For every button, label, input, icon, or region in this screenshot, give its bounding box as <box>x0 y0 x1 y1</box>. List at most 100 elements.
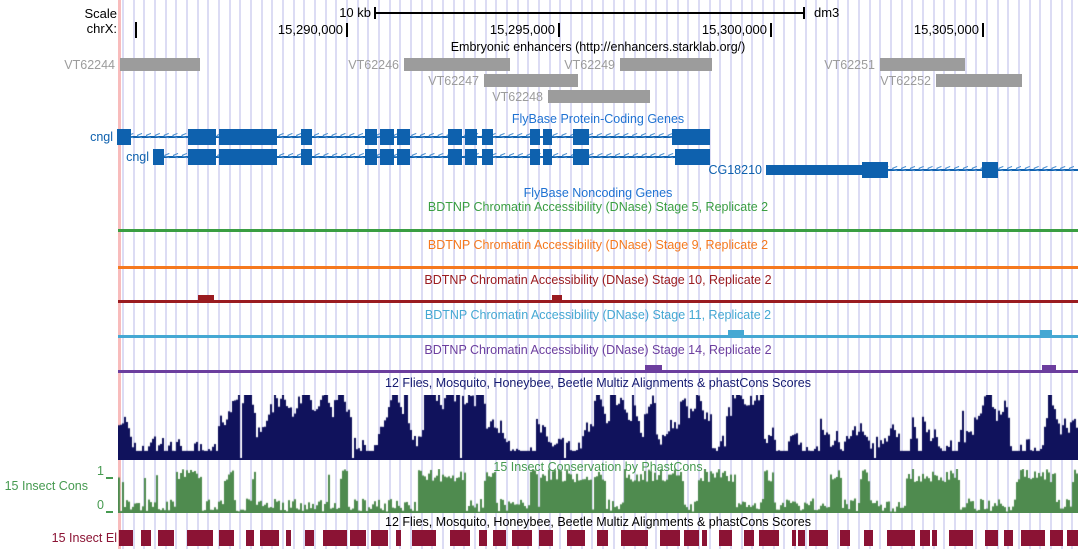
gridline <box>985 0 988 549</box>
strand-arrows: <<<<<<<<<<<<<<<<<<<<<<<<<<<<<<<<<<<<<<<<… <box>155 151 708 162</box>
insect-element <box>285 530 292 546</box>
gridline <box>601 0 604 549</box>
gene-exon <box>530 129 540 145</box>
bdtnp-peak <box>728 330 744 336</box>
gene-exon <box>675 149 710 165</box>
insect-element <box>1004 530 1014 546</box>
strand-arrows: <<<<<<<<<<<<<<<<<<<<<<<<<<<<<<<<<<<< <box>768 164 1076 175</box>
enhancer-VT62246[interactable] <box>404 58 510 71</box>
conservation-axis-max: 1 <box>97 464 104 478</box>
enhancer-label: VT62248 <box>492 90 543 104</box>
insect-element <box>158 530 174 546</box>
coordinate-tick <box>982 23 984 37</box>
gridline <box>793 0 796 549</box>
gene-exon <box>482 149 493 165</box>
insect-element <box>864 530 873 546</box>
gridline <box>591 0 594 549</box>
enhancers-track-title: Embryonic enhancers (http://enhancers.st… <box>450 40 746 54</box>
gene-exon <box>448 149 462 165</box>
insect-element <box>948 530 974 546</box>
conservation-wiggle-plot[interactable] <box>118 469 1078 513</box>
insect-element <box>305 530 314 546</box>
gridline <box>281 0 284 549</box>
gene-exon <box>482 129 493 145</box>
enhancer-label: VT62252 <box>880 74 931 88</box>
coordinate-label: 15,300,000 <box>701 22 767 37</box>
gene-model-cngl-iso2[interactable]: <<<<<<<<<<<<<<<<<<<<<<<<<<<<<<<<<<<<<<<<… <box>153 149 710 165</box>
gridline <box>463 0 466 549</box>
gridline <box>356 0 359 549</box>
gridline <box>495 0 498 549</box>
scalebar-right-tick <box>803 7 805 19</box>
gene-exon <box>543 149 552 165</box>
gridline <box>857 0 860 549</box>
bdtnp-stage-baseline-1[interactable] <box>118 266 1078 269</box>
gridline <box>559 0 562 549</box>
insect-element <box>886 530 915 546</box>
multiz-track-title: 12 Flies, Mosquito, Honeybee, Beetle Mul… <box>385 376 811 390</box>
gene-exon <box>573 129 589 145</box>
strand-arrows: <<<<<<<<<<<<<<<<<<<<<<<<<<<<<<<<<<<<<<<<… <box>119 131 708 142</box>
enhancer-VT62251[interactable] <box>880 58 965 71</box>
gridline <box>804 0 807 549</box>
insect-elements-left-label: 15 Insect El <box>51 531 117 545</box>
enhancer-VT62247[interactable] <box>484 74 578 87</box>
gridline <box>740 0 743 549</box>
insect-element <box>701 530 708 546</box>
coordinate-tick <box>558 23 560 37</box>
gridline <box>1060 0 1063 549</box>
gridline <box>569 0 572 549</box>
bdtnp-stage-baseline-4[interactable] <box>118 370 1078 373</box>
gridline <box>335 0 338 549</box>
gene-exon <box>543 129 552 145</box>
gridline <box>420 0 423 549</box>
bdtnp-stage-baseline-2[interactable] <box>118 300 1078 303</box>
enhancer-VT62248[interactable] <box>548 90 650 103</box>
gene-exon <box>448 129 462 145</box>
bdtnp-stage-baseline-3[interactable] <box>118 335 1078 338</box>
gridline <box>399 0 402 549</box>
gridline <box>249 0 252 549</box>
gene-model-cngl[interactable]: <<<<<<<<<<<<<<<<<<<<<<<<<<<<<<<<<<<<<<<<… <box>117 129 710 145</box>
bdtnp-stage-baseline-0[interactable] <box>118 229 1078 232</box>
insect-element <box>839 530 850 546</box>
chrom-label: chrX: <box>86 21 117 36</box>
gene-exon <box>219 149 277 165</box>
bdtnp-peak <box>198 295 214 301</box>
bdtnp-stage-title-1: BDTNP Chromatin Accessibility (DNase) St… <box>427 238 769 252</box>
gridline <box>996 0 999 549</box>
gridline <box>196 0 199 549</box>
gene-intron-line <box>117 136 710 138</box>
gene-exon <box>153 149 164 165</box>
scalebar-size-label: 10 kb <box>339 5 371 20</box>
multiz-density-plot[interactable] <box>118 395 1078 460</box>
enhancer-VT62244[interactable] <box>120 58 200 71</box>
insect-element <box>1067 530 1078 546</box>
noncoding-genes-track-title: FlyBase Noncoding Genes <box>523 186 673 200</box>
bdtnp-peak <box>645 365 662 371</box>
gene-exon <box>301 149 312 165</box>
gridline <box>868 0 871 549</box>
gridline <box>879 0 882 549</box>
gridline <box>761 0 764 549</box>
gridline <box>772 0 775 549</box>
gridline <box>847 0 850 549</box>
insect-element <box>759 530 780 546</box>
gridline <box>687 0 690 549</box>
gridline <box>644 0 647 549</box>
enhancer-VT62249[interactable] <box>620 58 712 71</box>
insect-element <box>1021 530 1045 546</box>
insect-element <box>792 530 797 546</box>
gridline <box>815 0 818 549</box>
enhancer-VT62252[interactable] <box>936 74 1022 87</box>
gene-exon <box>530 149 540 165</box>
gridline <box>633 0 636 549</box>
gene-model-CG18210[interactable]: <<<<<<<<<<<<<<<<<<<<<<<<<<<<<<<<<<<< <box>766 162 1078 178</box>
gridline <box>825 0 828 549</box>
insect-element <box>931 530 938 546</box>
gene-exon <box>465 149 477 165</box>
insect-element <box>370 530 388 546</box>
gridline <box>612 0 615 549</box>
enhancer-label: VT62251 <box>824 58 875 72</box>
